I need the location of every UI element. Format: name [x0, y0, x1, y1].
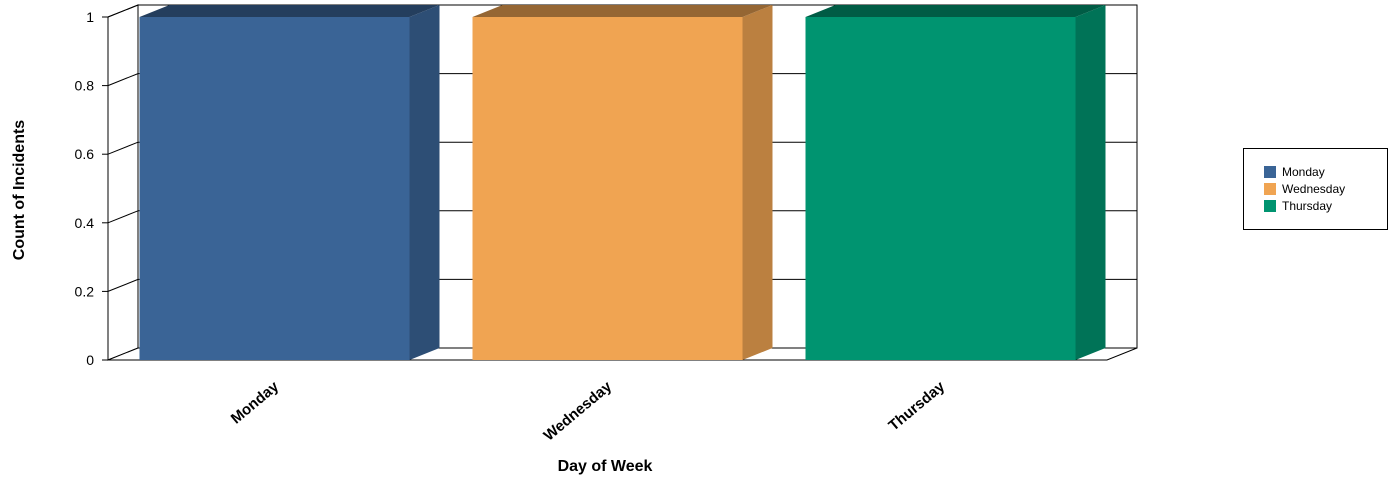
gridline-side — [107, 141, 139, 155]
x-axis-title: Day of Week — [558, 458, 653, 475]
legend-item: Thursday — [1264, 199, 1332, 213]
bar-top — [139, 5, 440, 17]
y-tick-label: 0.8 — [75, 78, 95, 94]
axis-layer — [102, 16, 109, 361]
bar-side — [742, 5, 773, 360]
bar-top — [472, 5, 773, 17]
bar — [472, 17, 743, 360]
y-tick-label: 0.6 — [75, 146, 95, 162]
legend-item: Monday — [1264, 165, 1325, 179]
legend-swatch-wednesday — [1264, 183, 1276, 195]
gridline-side — [107, 73, 139, 87]
y-tick-label: 0.4 — [75, 215, 95, 231]
x-tick-labels: Monday Wednesday Thursday — [228, 378, 949, 445]
bar — [805, 17, 1076, 360]
bar-side — [1075, 5, 1106, 360]
x-tick-label: Wednesday — [540, 378, 615, 445]
y-tick-label: 0 — [86, 352, 94, 368]
legend-label: Wednesday — [1282, 182, 1346, 196]
side-wall — [107, 4, 139, 361]
legend-label: Thursday — [1282, 199, 1333, 213]
x-tick-label: Thursday — [885, 378, 948, 435]
gridline-side — [107, 4, 139, 18]
bar-side — [409, 5, 440, 360]
legend-label: Monday — [1282, 165, 1325, 179]
y-tick-labels: 0 0.2 0.4 0.6 0.8 1 — [75, 9, 95, 368]
y-axis-title: Count of Incidents — [11, 120, 28, 261]
x-tick-label: Monday — [228, 378, 283, 428]
legend: Monday Wednesday Thursday — [1243, 148, 1388, 230]
bar — [139, 17, 410, 360]
bars-layer — [139, 5, 1106, 360]
legend-item: Wednesday — [1264, 182, 1345, 196]
y-tick-label: 0.2 — [75, 283, 95, 299]
gridline-side — [107, 210, 139, 224]
legend-swatch-monday — [1264, 166, 1276, 178]
bar-top — [805, 5, 1106, 17]
y-tick-label: 1 — [86, 9, 94, 25]
legend-swatch-thursday — [1264, 200, 1276, 212]
gridline-side — [107, 278, 139, 292]
